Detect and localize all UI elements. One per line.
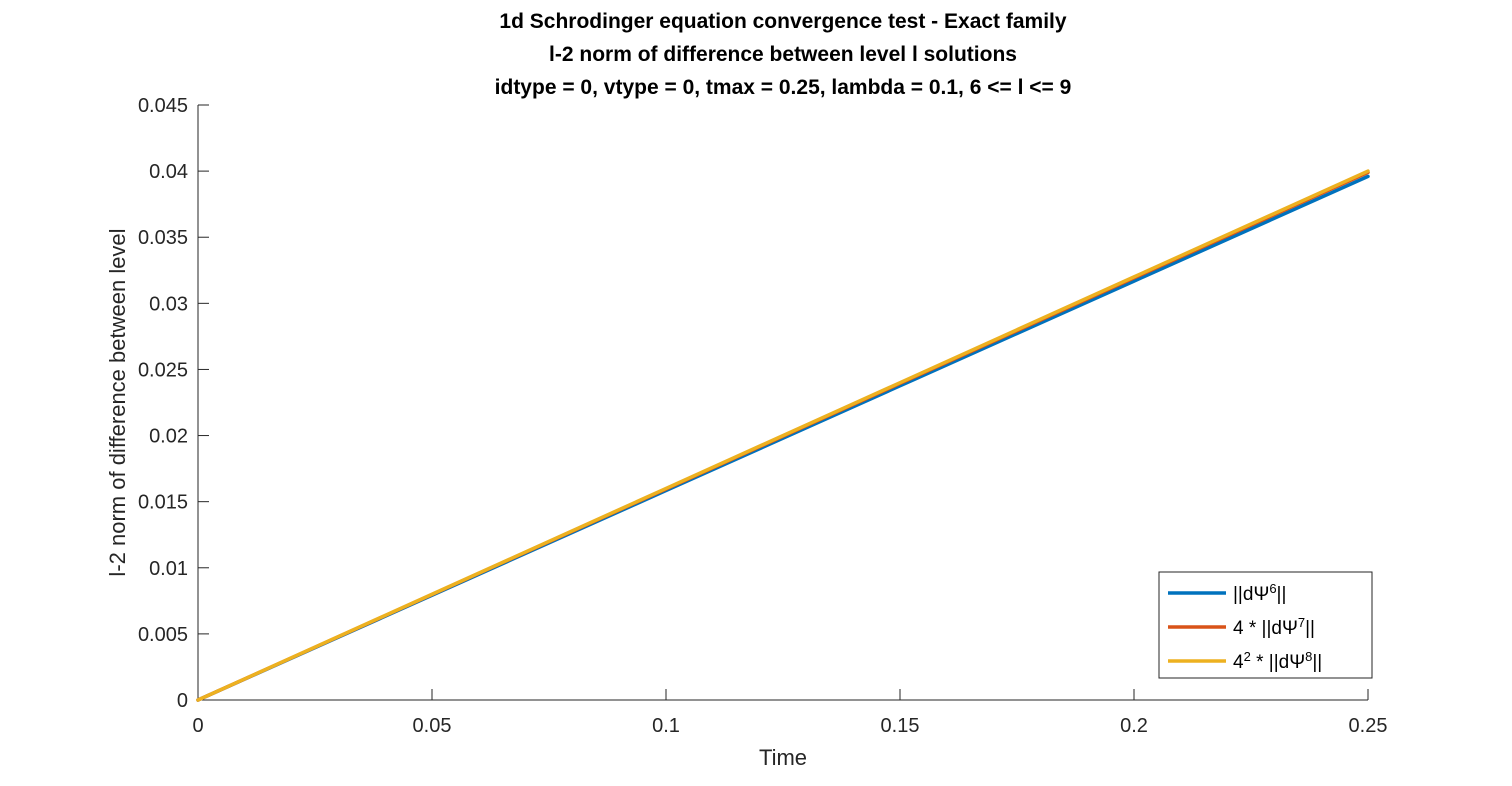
legend-label-3: 42 * ||dΨ8|| — [1233, 649, 1322, 674]
legend-label-part: ||dΨ — [1233, 584, 1269, 605]
series-lines — [196, 169, 1370, 702]
x-tick-label: 0.05 — [413, 715, 452, 737]
y-tick-label: 0.025 — [138, 359, 188, 381]
axes: 0 0.05 0.1 0.15 0.2 0.25 0 0.005 0.01 0.015 0.02 0.… — [105, 95, 1387, 770]
chart-title-group: 1d Schrodinger equation convergence test… — [495, 10, 1072, 99]
x-tick-label: 0.2 — [1120, 715, 1148, 737]
y-tick-label: 0.01 — [149, 558, 188, 580]
x-tick-label: 0.15 — [881, 715, 920, 737]
y-tick-label: 0.03 — [149, 293, 188, 315]
series-line-3 — [196, 169, 1370, 702]
y-axis-label: l-2 norm of difference between level — [105, 228, 130, 576]
legend-label-part: ||dΨ — [1269, 652, 1305, 673]
legend: ||dΨ6||4 * ||dΨ7||42 * ||dΨ8|| — [1158, 571, 1373, 679]
y-tick-label: 0 — [177, 690, 188, 712]
x-axis-label: Time — [759, 745, 807, 770]
y-tick-label: 0.02 — [149, 426, 188, 448]
legend-label-part: * — [1251, 652, 1269, 673]
y-tick-label: 0.005 — [138, 624, 188, 646]
chart-title-line-3: idtype = 0, vtype = 0, tmax = 0.25, lamb… — [495, 76, 1072, 99]
legend-label-part: 4 * — [1233, 618, 1262, 639]
chart-title-line-1: 1d Schrodinger equation convergence test… — [499, 10, 1066, 33]
y-tick-label: 0.045 — [138, 95, 188, 117]
legend-label-part: || — [1312, 652, 1322, 673]
x-tick-label: 0.25 — [1349, 715, 1388, 737]
legend-label-part: || — [1305, 618, 1315, 639]
legend-label-1: ||dΨ6|| — [1233, 581, 1286, 606]
y-tick-label: 0.015 — [138, 492, 188, 514]
x-tick-label: 0.1 — [652, 715, 680, 737]
legend-label-part: || — [1277, 584, 1287, 605]
legend-label-part: 7 — [1298, 615, 1305, 630]
legend-label-part: ||dΨ — [1262, 618, 1298, 639]
legend-label-2: 4 * ||dΨ7|| — [1233, 615, 1315, 640]
x-tick-label: 0 — [192, 715, 203, 737]
legend-label-part: 8 — [1305, 649, 1312, 664]
legend-label-part: 4 — [1233, 652, 1244, 673]
y-tick-label: 0.04 — [149, 161, 188, 183]
legend-label-part: 6 — [1269, 581, 1276, 596]
legend-label-part: 2 — [1244, 649, 1251, 664]
chart-title-line-2: l-2 norm of difference between level l s… — [549, 43, 1017, 66]
y-tick-label: 0.035 — [138, 227, 188, 249]
